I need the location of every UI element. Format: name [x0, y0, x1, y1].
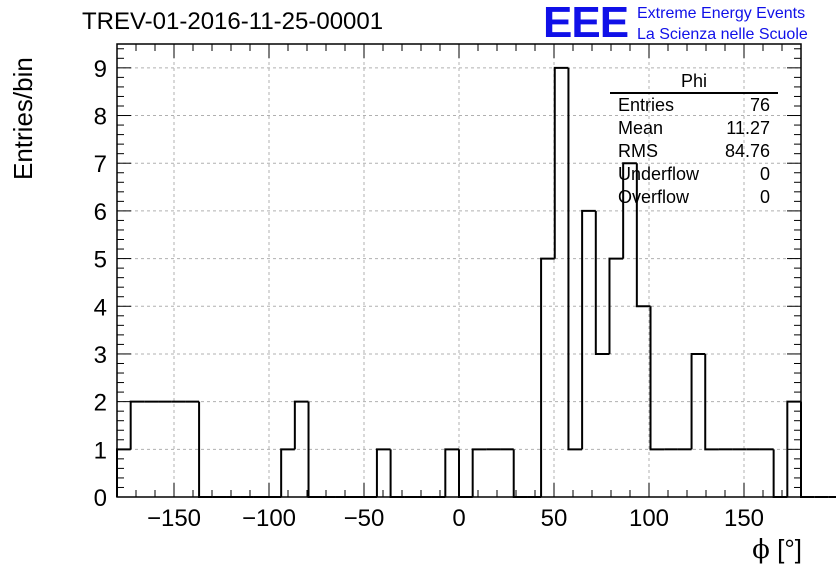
y-tick-label: 3 [94, 342, 107, 369]
axis-ticks [116, 44, 802, 498]
y-tick-label: 8 [94, 104, 107, 131]
x-tick-label: 0 [452, 505, 465, 532]
histogram-bin [581, 209, 596, 450]
y-tick-label: 2 [94, 390, 107, 417]
x-axis-label-unit: [°] [777, 534, 802, 564]
stats-row-entries: Entries 76 [610, 94, 778, 117]
x-tick-label: −150 [147, 505, 201, 532]
stats-label: Underflow [618, 164, 700, 184]
y-tick-label: 0 [94, 485, 107, 512]
stats-value: 84.76 [724, 141, 770, 161]
y-axis-label: Entries/bin [8, 57, 38, 180]
histogram-bin [608, 257, 624, 354]
y-tick-label: 7 [94, 151, 107, 178]
histogram-bin [280, 448, 295, 497]
histogram-bin [690, 352, 706, 450]
stats-box: Phi Entries 76 Mean 11.27 RMS 84.76 Unde… [610, 71, 778, 209]
stats-value: 0 [759, 187, 770, 207]
logo-caption-line1: Extreme Energy Events [637, 5, 806, 22]
histogram-bin [458, 449, 473, 498]
x-tick-label: 100 [629, 505, 669, 532]
histogram-bin [116, 448, 131, 497]
stats-label: RMS [618, 141, 658, 161]
stats-value: 0 [759, 164, 770, 184]
stats-label: Overflow [618, 187, 690, 207]
eee-logo: EEE [543, 0, 629, 47]
stats-label: Mean [618, 118, 664, 138]
grid-lines [117, 44, 801, 497]
histogram-bin [129, 400, 145, 450]
stats-row-mean: Mean 11.27 [610, 117, 778, 140]
stats-value: 76 [749, 95, 770, 115]
histogram-bin [567, 67, 583, 451]
histogram-bin [444, 448, 459, 497]
stats-value: 11.27 [726, 118, 770, 138]
y-tick-label: 1 [94, 437, 107, 464]
histogram-bin [622, 162, 637, 259]
histogram-bin [772, 449, 788, 498]
logo-caption: Extreme Energy Events La Scienza nelle S… [637, 3, 808, 45]
histogram-bin [594, 210, 610, 355]
histogram-bin [293, 400, 309, 450]
stats-row-rms: RMS 84.76 [610, 140, 778, 163]
histogram-bin [553, 66, 569, 259]
logo-caption-line2: La Scienza nelle Scuole [637, 26, 808, 43]
histogram-bin [471, 448, 487, 497]
histogram-bin [512, 449, 528, 498]
histogram-bin [375, 448, 391, 497]
stats-box-title: Phi [610, 71, 778, 94]
y-tick-label: 4 [94, 294, 107, 321]
x-tick-label: 50 [541, 505, 568, 532]
x-tick-label: −50 [344, 505, 385, 532]
histogram-bin [800, 401, 815, 498]
axis-tick-labels: −150 −100 −50 0 50 100 150 0 1 2 3 4 5 6 7 8 9 [94, 56, 764, 532]
histogram-bin [704, 353, 719, 451]
stats-row-overflow: Overflow 0 [610, 186, 778, 209]
histogram-bin [649, 306, 665, 451]
stats-label: Entries [618, 95, 675, 115]
histogram-bin [635, 163, 651, 308]
y-tick-label: 5 [94, 247, 107, 274]
x-tick-label: 150 [724, 505, 764, 532]
x-tick-label: −100 [242, 505, 296, 532]
stats-row-underflow: Underflow 0 [610, 163, 778, 186]
y-tick-label: 9 [94, 56, 107, 83]
chart-title: TREV-01-2016-11-25-00001 [82, 8, 384, 35]
y-tick-label: 6 [94, 199, 107, 226]
histogram-bin [389, 449, 405, 498]
x-axis-label-symbol: ϕ [752, 535, 770, 565]
x-axis-label: ϕ [°] [752, 534, 802, 565]
histogram-bin [540, 257, 555, 497]
